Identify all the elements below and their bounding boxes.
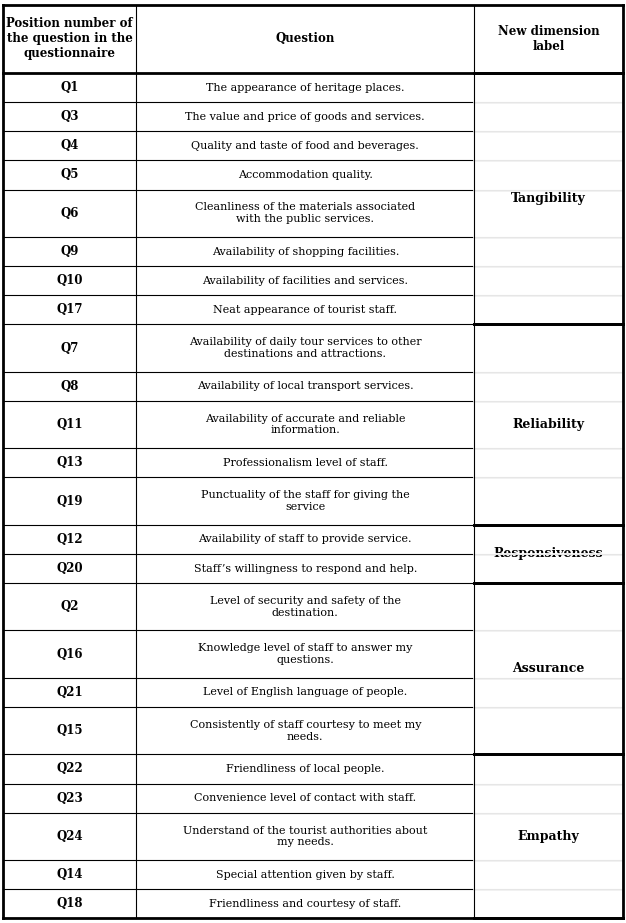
Text: Friendliness and courtesy of staff.: Friendliness and courtesy of staff. [209,899,401,909]
Text: Assurance: Assurance [512,663,585,676]
Text: Q20: Q20 [56,562,83,575]
Text: The value and price of goods and services.: The value and price of goods and service… [185,112,425,122]
Text: Availability of local transport services.: Availability of local transport services… [197,381,414,391]
Text: Availability of staff to provide service.: Availability of staff to provide service… [198,534,412,545]
Text: Understand of the tourist authorities about
my needs.: Understand of the tourist authorities ab… [183,825,428,847]
Text: Q19: Q19 [56,495,83,508]
Text: Consistently of staff courtesy to meet my
needs.: Consistently of staff courtesy to meet m… [190,720,421,741]
Text: Position number of
the question in the
questionnaire: Position number of the question in the q… [6,18,133,60]
Text: Q6: Q6 [61,207,79,220]
Text: Staff’s willingness to respond and help.: Staff’s willingness to respond and help. [193,564,417,573]
Text: Question: Question [275,32,335,45]
Text: Q2: Q2 [61,600,79,613]
Text: Empathy: Empathy [518,830,580,843]
Text: Q21: Q21 [56,686,83,699]
Text: Q15: Q15 [56,725,83,737]
Text: Level of English language of people.: Level of English language of people. [203,688,408,698]
Text: Special attention given by staff.: Special attention given by staff. [216,869,394,880]
Text: Cleanliness of the materials associated
with the public services.: Cleanliness of the materials associated … [195,202,415,224]
Text: Neat appearance of tourist staff.: Neat appearance of tourist staff. [213,305,398,315]
Text: Responsiveness: Responsiveness [494,547,603,560]
Text: Q13: Q13 [56,456,83,470]
Text: Q14: Q14 [56,869,83,881]
Text: Q8: Q8 [61,380,79,393]
Text: Punctuality of the staff for giving the
service: Punctuality of the staff for giving the … [201,490,409,512]
Text: Q1: Q1 [61,81,79,94]
Text: Q9: Q9 [61,245,79,258]
Text: Q22: Q22 [56,762,83,775]
Text: Tangibility: Tangibility [511,192,586,205]
Text: Friendliness of local people.: Friendliness of local people. [226,764,384,774]
Text: Q18: Q18 [56,897,83,910]
Text: Q12: Q12 [56,533,83,545]
Text: Availability of daily tour services to other
destinations and attractions.: Availability of daily tour services to o… [189,337,421,359]
Text: Level of security and safety of the
destination.: Level of security and safety of the dest… [210,596,401,617]
Text: Reliability: Reliability [513,418,585,431]
Text: Availability of accurate and reliable
information.: Availability of accurate and reliable in… [205,414,406,436]
Text: Q24: Q24 [56,830,83,843]
Text: Availability of facilities and services.: Availability of facilities and services. [202,276,408,285]
Text: Q16: Q16 [56,648,83,661]
Text: Accommodation quality.: Accommodation quality. [238,170,372,180]
Text: New dimension
label: New dimension label [498,25,599,53]
Text: Convenience level of contact with staff.: Convenience level of contact with staff. [194,793,416,803]
Text: Professionalism level of staff.: Professionalism level of staff. [223,458,387,468]
Text: Q4: Q4 [61,139,79,152]
Text: Q7: Q7 [61,342,79,354]
Text: The appearance of heritage places.: The appearance of heritage places. [206,82,404,92]
Text: Q10: Q10 [56,274,83,287]
Text: Q17: Q17 [56,304,83,317]
Text: Q23: Q23 [56,792,83,805]
Text: Q11: Q11 [56,418,83,431]
Text: Q5: Q5 [61,169,79,182]
Text: Q3: Q3 [61,110,79,123]
Text: Knowledge level of staff to answer my
questions.: Knowledge level of staff to answer my qu… [198,643,413,665]
Text: Availability of shopping facilities.: Availability of shopping facilities. [212,246,399,257]
Text: Quality and taste of food and beverages.: Quality and taste of food and beverages. [192,141,419,150]
